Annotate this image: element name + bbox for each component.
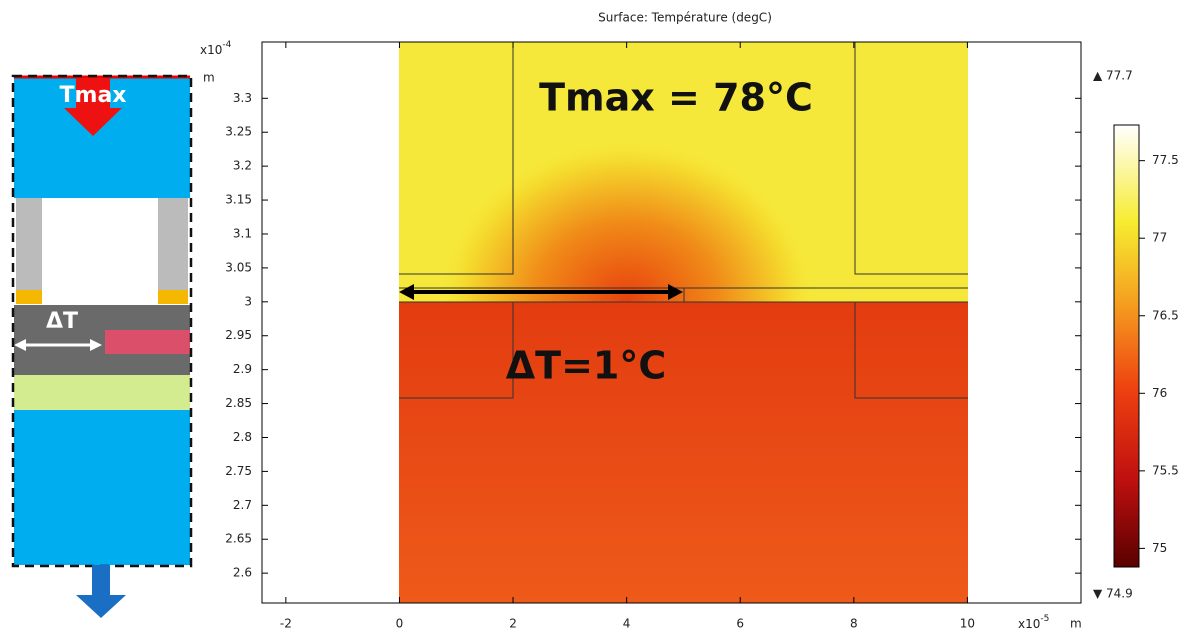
x-tick-label: 6: [736, 617, 744, 631]
pillar: [16, 198, 42, 290]
y-unit: m: [203, 71, 215, 85]
x-tick-label: 0: [396, 617, 404, 631]
min-marker: ▼: [1093, 587, 1103, 601]
y-tick-label: 2.75: [225, 464, 252, 478]
x-exponent: -5: [1040, 614, 1049, 624]
chart-title: Surface: Température (degC): [598, 11, 772, 25]
colorbar-label: 75: [1152, 541, 1167, 555]
y-tick-label: 2.9: [233, 362, 252, 376]
min-label: 74.9: [1106, 587, 1133, 601]
colorbar-label: 77.5: [1152, 153, 1179, 167]
cool-arrow: [76, 565, 126, 618]
colorbar: [1114, 125, 1139, 567]
colorbar-label: 76: [1152, 386, 1167, 400]
bond: [16, 290, 42, 304]
y-tick-label: 2.8: [233, 430, 252, 444]
colorbar-label: 77: [1152, 231, 1167, 245]
y-tick-label: 2.6: [233, 566, 252, 580]
x-multiplier: x10-5: [1018, 614, 1049, 631]
y-tick-label: 3.1: [233, 226, 252, 240]
y-tick-label: 3.05: [225, 260, 252, 274]
y-tick-label: 3.3: [233, 91, 252, 105]
y-exponent: -4: [222, 40, 231, 50]
annotation: ΔT=1°C: [506, 344, 667, 388]
colorbar-label: 75.5: [1152, 463, 1179, 477]
y-tick-label: 2.95: [225, 328, 252, 342]
y-tick-label: 2.7: [233, 498, 252, 512]
x-unit: m: [1070, 617, 1082, 631]
pillar: [158, 198, 188, 290]
hot-bar: [105, 330, 190, 354]
page: Tmax ΔT Surface: Température (degC) Tmax…: [0, 0, 1185, 636]
y-multiplier: x10-4: [200, 40, 232, 57]
bottom-region: [399, 302, 968, 603]
y-tick-label: 3.25: [225, 125, 252, 139]
schematic: Tmax ΔT: [13, 76, 191, 618]
y-tick-label: 3: [244, 294, 252, 308]
layer: [14, 375, 190, 410]
y-tick-label: 2.85: [225, 396, 252, 410]
y-tick-label: 2.65: [225, 532, 252, 546]
plot: Surface: Température (degC) Tmax = 78°C …: [200, 11, 1139, 631]
tmax-label: Tmax: [60, 83, 127, 108]
x-tick-label: 8: [850, 617, 858, 631]
x-tick-label: -2: [280, 617, 292, 631]
bond: [158, 290, 188, 304]
y-tick-label: 3.15: [225, 193, 252, 207]
bottom-block: [14, 410, 190, 565]
y-tick-label: 3.2: [233, 159, 252, 173]
y-multiplier: x10: [200, 43, 222, 57]
annotation: Tmax = 78°C: [539, 76, 813, 120]
x-tick-label: 2: [509, 617, 517, 631]
x-multiplier: x10: [1018, 617, 1040, 631]
colorbar-label: 76.5: [1152, 308, 1179, 322]
max-label: 77.7: [1106, 69, 1133, 83]
max-marker: ▲: [1093, 69, 1103, 83]
x-tick-label: 4: [623, 617, 631, 631]
x-tick-label: 10: [960, 617, 975, 631]
delta-label: ΔT: [46, 309, 78, 334]
